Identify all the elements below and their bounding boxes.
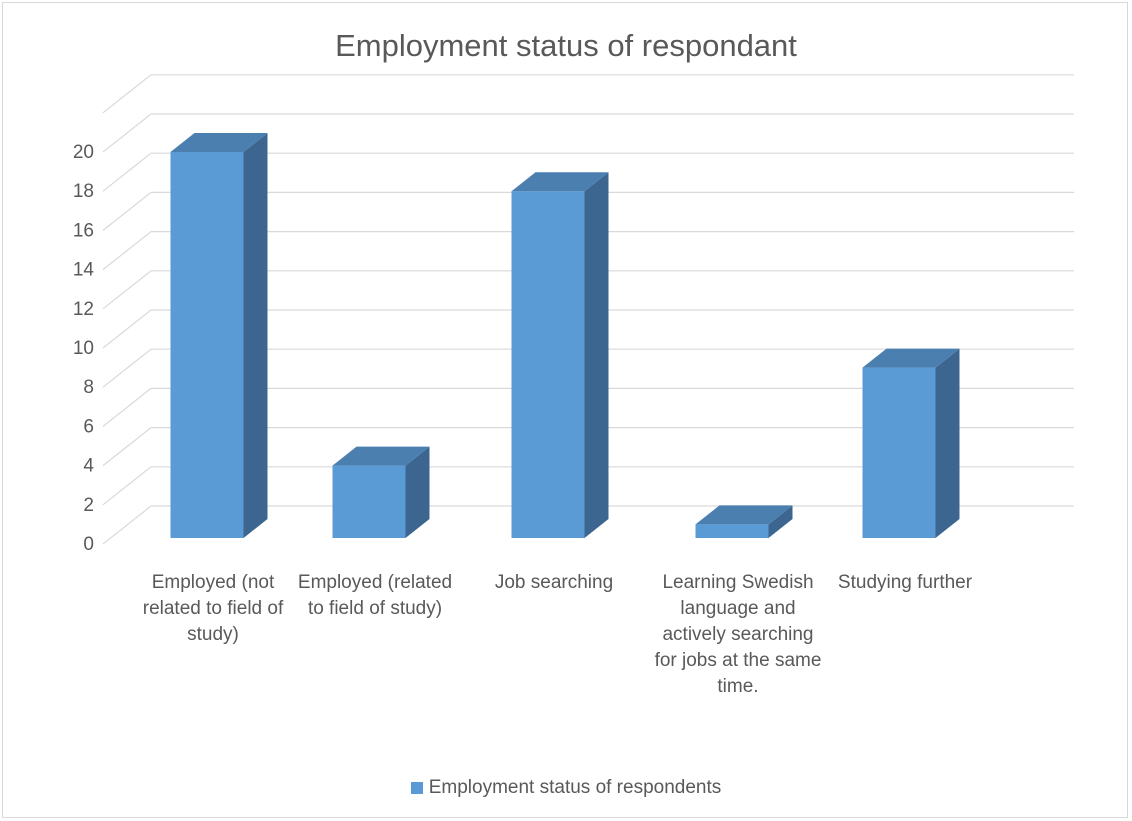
bar-top [695,505,793,525]
gridline-diagonal [102,348,152,388]
bar [332,465,406,538]
bar [862,367,936,538]
gridline-diagonal [102,309,152,349]
gridline-diagonal [102,387,152,427]
bar-top [170,133,268,152]
legend-label: Employment status of respondents [428,777,722,798]
gridline-diagonal [102,191,152,231]
y-tick-label: 16 [73,220,94,241]
category-label: Studying further [837,572,973,593]
bar-top [511,172,609,192]
bar [511,191,585,538]
y-tick-label: 20 [73,142,94,163]
bar [695,524,769,538]
gridline-diagonal [102,466,152,506]
bar-side [584,172,609,538]
y-tick-label: 4 [83,456,94,477]
bar-side [768,505,793,538]
bar-side [935,348,960,538]
gridline-diagonal [102,74,152,114]
category-label: Employed (not related to field of study) [142,572,284,645]
y-tick-label: 10 [73,338,94,359]
y-tick-label: 6 [83,416,94,437]
gridline-diagonal [102,270,152,310]
bar-top [332,446,430,466]
gridline-diagonal [102,113,152,153]
category-label: Learning Swedish language and actively s… [654,572,822,697]
gridline-diagonal [102,231,152,271]
gridline-diagonal [102,427,152,467]
y-tick-label: 0 [83,534,94,555]
y-tick-label: 14 [73,260,95,281]
chart-title: Employment status of respondant [335,28,797,63]
bar-side [405,446,430,538]
y-tick-label: 8 [83,377,94,398]
bar-top [862,348,960,368]
gridline-diagonal [102,152,152,192]
y-tick-label: 12 [73,299,94,320]
gridline-diagonal [102,505,152,545]
category-label: Employed (related to field of study) [297,572,453,619]
legend-swatch [410,782,423,794]
y-tick-label: 2 [83,495,94,516]
bar-side [243,133,268,538]
bar [170,152,244,538]
y-tick-label: 18 [73,181,94,202]
legend: Employment status of respondents [0,777,1132,799]
category-label: Job searching [494,572,614,593]
